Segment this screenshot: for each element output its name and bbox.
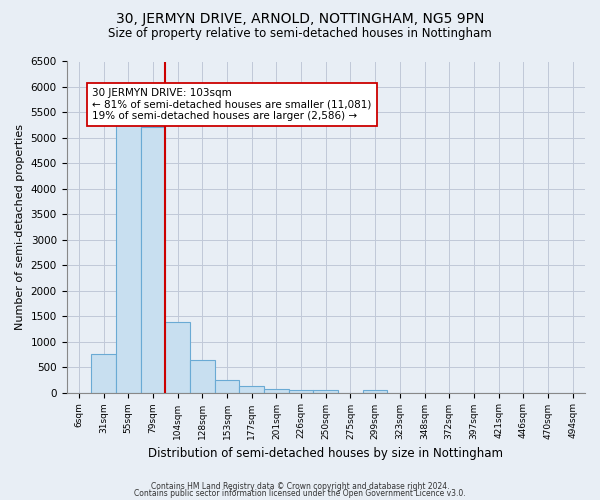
Text: Size of property relative to semi-detached houses in Nottingham: Size of property relative to semi-detach… [108, 28, 492, 40]
Bar [239, 386, 264, 392]
Bar [289, 390, 313, 392]
X-axis label: Distribution of semi-detached houses by size in Nottingham: Distribution of semi-detached houses by … [148, 447, 503, 460]
Bar [140, 127, 165, 392]
Text: Contains public sector information licensed under the Open Government Licence v3: Contains public sector information licen… [134, 489, 466, 498]
Text: 30 JERMYN DRIVE: 103sqm
← 81% of semi-detached houses are smaller (11,081)
19% o: 30 JERMYN DRIVE: 103sqm ← 81% of semi-de… [92, 88, 372, 121]
Bar [313, 390, 338, 392]
Bar [215, 380, 239, 392]
Bar [165, 322, 190, 392]
Text: 30, JERMYN DRIVE, ARNOLD, NOTTINGHAM, NG5 9PN: 30, JERMYN DRIVE, ARNOLD, NOTTINGHAM, NG… [116, 12, 484, 26]
Bar [91, 354, 116, 393]
Bar [264, 388, 289, 392]
Bar [363, 390, 388, 392]
Text: Contains HM Land Registry data © Crown copyright and database right 2024.: Contains HM Land Registry data © Crown c… [151, 482, 449, 491]
Bar [116, 122, 140, 392]
Bar [190, 360, 215, 392]
Y-axis label: Number of semi-detached properties: Number of semi-detached properties [15, 124, 25, 330]
